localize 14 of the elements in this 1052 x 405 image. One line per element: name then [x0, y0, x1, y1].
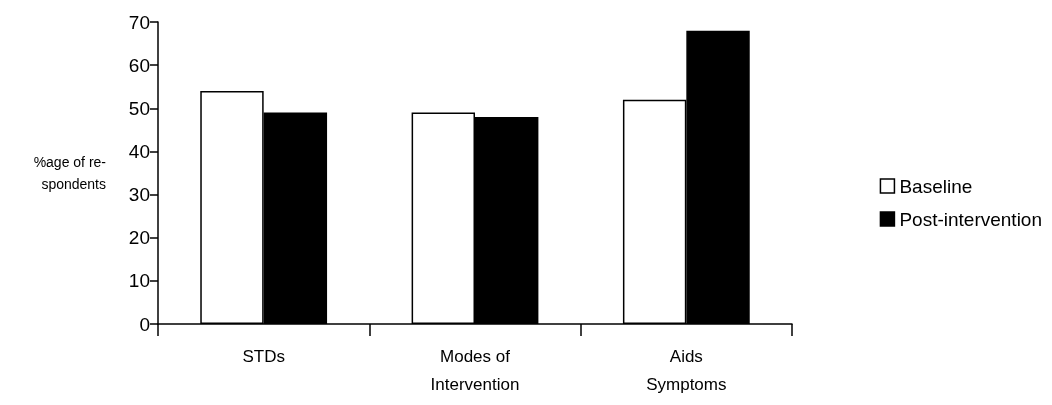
x-tick-label: Aids Symptoms: [646, 346, 727, 394]
y-tick-label: 40: [128, 140, 150, 162]
y-tick-label: 0: [139, 313, 150, 335]
y-tick-label: 60: [128, 54, 150, 76]
y-tick-label: 70: [128, 11, 150, 33]
x-tick-label: Modes of Intervention: [430, 346, 520, 394]
legend-label: Baseline: [899, 175, 973, 197]
x-tick-label: STDs: [242, 346, 285, 366]
y-tick-label: 30: [128, 184, 150, 206]
y-tick-label: 20: [128, 227, 150, 249]
y-tick-label: 10: [128, 270, 150, 292]
y-tick-label: 50: [128, 97, 150, 119]
y-axis-title: %age of re- spondents: [33, 154, 107, 192]
legend-label: Post-intervention: [899, 208, 1042, 230]
